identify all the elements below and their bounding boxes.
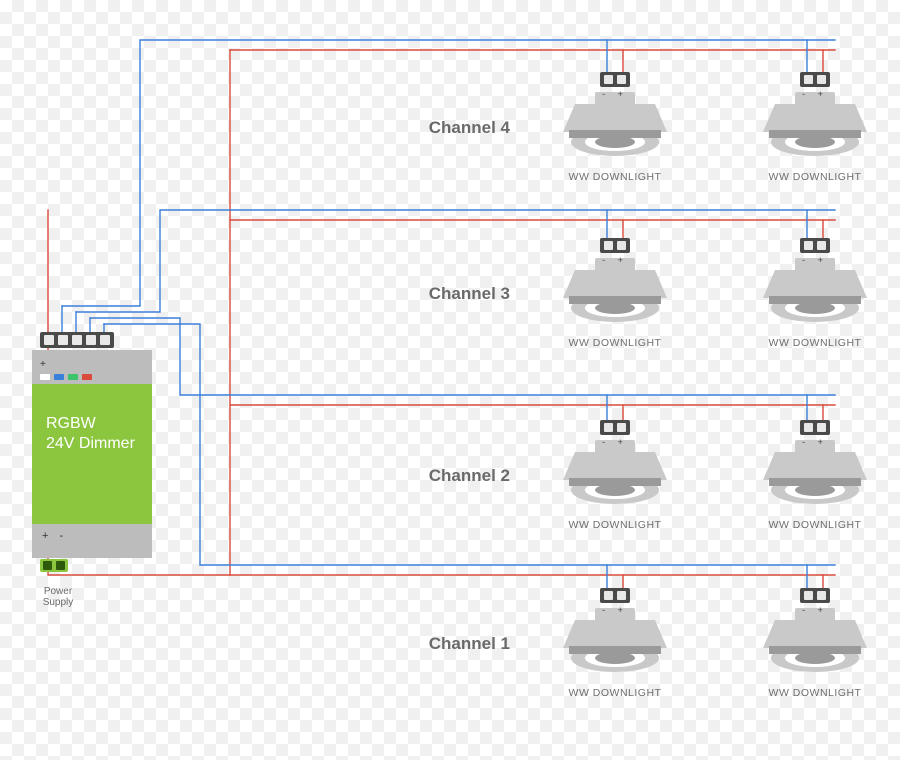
- downlight-caption: WW DOWNLIGHT: [740, 519, 890, 531]
- rgbw-dimmer-module: + RGBW 24V Dimmer + -: [32, 350, 152, 558]
- dimmer-power-polarity: + -: [42, 530, 67, 542]
- wiring-diagram: + RGBW 24V Dimmer + - Power Supply Chann…: [0, 0, 900, 760]
- channel-label-3: Channel 3: [390, 284, 510, 304]
- dimmer-led-row: [40, 374, 92, 380]
- downlight-caption: WW DOWNLIGHT: [740, 171, 890, 183]
- dimmer-bottom-cap: + -: [32, 524, 152, 558]
- channel-label-4: Channel 4: [390, 118, 510, 138]
- downlight-ch3-2: - + WW DOWNLIGHT: [740, 238, 890, 349]
- downlight-terminals: [600, 420, 630, 435]
- downlight-caption: WW DOWNLIGHT: [540, 337, 690, 349]
- downlight-caption: WW DOWNLIGHT: [740, 687, 890, 699]
- downlight-polarity: - +: [802, 437, 828, 447]
- downlight-ch3-1: - + WW DOWNLIGHT: [540, 238, 690, 349]
- downlight-terminals: [800, 72, 830, 87]
- downlight-terminals: [600, 588, 630, 603]
- downlight-ch4-1: - + WW DOWNLIGHT: [540, 72, 690, 183]
- downlight-ch2-2: - + WW DOWNLIGHT: [740, 420, 890, 531]
- dimmer-plus-mark: +: [40, 359, 46, 370]
- downlight-terminals: [800, 238, 830, 253]
- downlight-polarity: - +: [602, 89, 628, 99]
- downlight-polarity: - +: [602, 605, 628, 615]
- dimmer-output-terminals: [40, 332, 114, 348]
- downlight-terminals: [600, 72, 630, 87]
- downlight-polarity: - +: [602, 437, 628, 447]
- downlight-caption: WW DOWNLIGHT: [540, 171, 690, 183]
- downlight-terminals: [800, 420, 830, 435]
- downlight-caption: WW DOWNLIGHT: [740, 337, 890, 349]
- downlight-caption: WW DOWNLIGHT: [540, 519, 690, 531]
- dimmer-body: RGBW 24V Dimmer: [32, 384, 152, 524]
- dimmer-top-cap: +: [32, 350, 152, 384]
- downlight-ch2-1: - + WW DOWNLIGHT: [540, 420, 690, 531]
- power-supply-label: Power Supply: [34, 586, 82, 608]
- dimmer-title-line1: RGBW: [46, 414, 138, 434]
- downlight-polarity: - +: [602, 255, 628, 265]
- channel-label-2: Channel 2: [390, 466, 510, 486]
- channel-label-1: Channel 1: [390, 634, 510, 654]
- dimmer-title-line2: 24V Dimmer: [46, 434, 138, 454]
- downlight-ch1-2: - + WW DOWNLIGHT: [740, 588, 890, 699]
- downlight-ch1-1: - + WW DOWNLIGHT: [540, 588, 690, 699]
- downlight-polarity: - +: [802, 605, 828, 615]
- downlight-polarity: - +: [802, 255, 828, 265]
- dimmer-power-terminals: [40, 559, 68, 572]
- downlight-terminals: [800, 588, 830, 603]
- downlight-polarity: - +: [802, 89, 828, 99]
- downlight-caption: WW DOWNLIGHT: [540, 687, 690, 699]
- downlight-ch4-2: - + WW DOWNLIGHT: [740, 72, 890, 183]
- downlight-terminals: [600, 238, 630, 253]
